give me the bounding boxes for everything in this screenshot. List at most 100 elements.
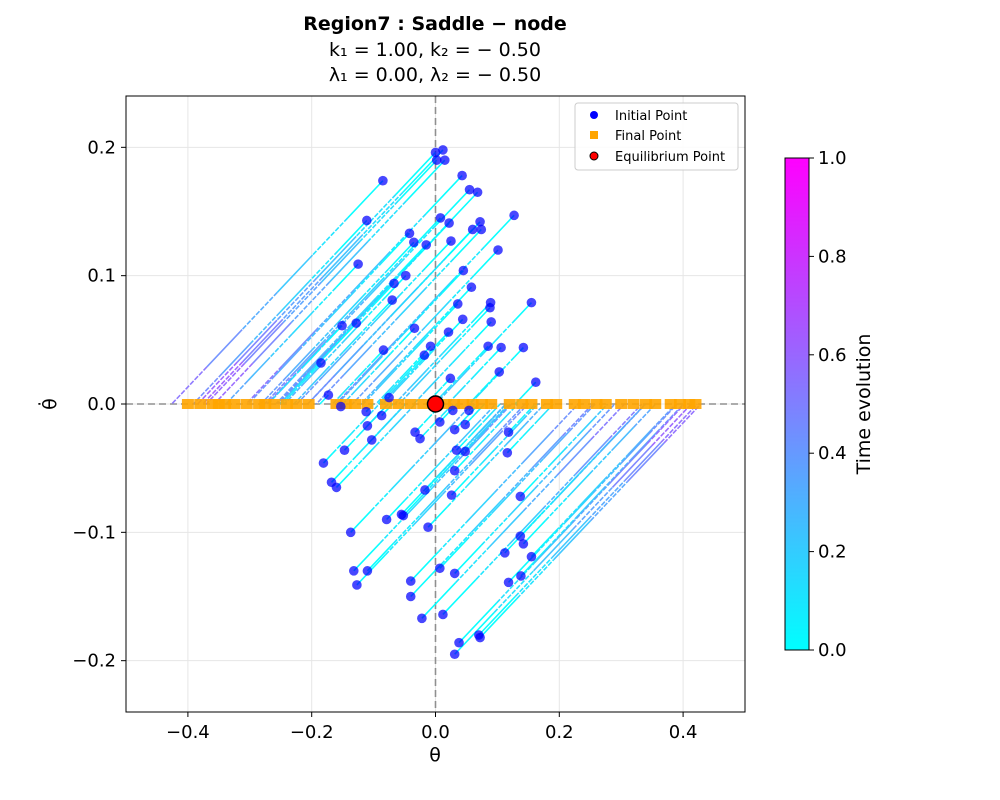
- final-point: [290, 399, 303, 409]
- trajectory-segment: [492, 403, 501, 413]
- trajectory-segment: [430, 424, 453, 448]
- trajectory: [454, 403, 692, 655]
- final-point: [664, 399, 677, 409]
- final-point: [649, 399, 662, 409]
- final-point: [259, 399, 272, 409]
- trajectory-segment: [274, 346, 303, 377]
- initial-point: [384, 392, 394, 403]
- trajectory-segment: [587, 480, 626, 521]
- initial-point: [526, 297, 537, 308]
- trajectory-segment: [384, 384, 395, 395]
- trajectory-segment: [469, 355, 480, 367]
- legend-initial-marker: [590, 111, 598, 119]
- trajectory-segment: [531, 435, 563, 469]
- trajectory-segment: [553, 520, 592, 561]
- trajectory: [478, 403, 698, 636]
- trajectory-segment: [408, 361, 424, 377]
- trajectory-segment: [422, 461, 442, 482]
- initial-point: [361, 406, 371, 417]
- trajectory-segment: [401, 224, 437, 262]
- trajectory-segment: [601, 460, 630, 491]
- trajectory: [336, 269, 464, 405]
- final-point: [627, 399, 640, 409]
- trajectory-segment: [521, 432, 551, 464]
- trajectory-segment: [388, 417, 403, 433]
- trajectory-segment: [566, 473, 591, 498]
- trajectory-segment: [464, 447, 477, 461]
- trajectory-segment: [450, 369, 469, 388]
- trajectory-segment: [424, 426, 432, 434]
- trajectory-segment: [394, 353, 412, 372]
- initial-point: [464, 184, 475, 195]
- initial-point: [446, 490, 457, 500]
- trajectory-segment: [442, 384, 453, 395]
- initial-point: [496, 342, 506, 353]
- trajectory-segment: [479, 598, 518, 639]
- trajectory-segment: [355, 261, 384, 291]
- initial-point: [430, 147, 441, 158]
- trajectory-segment: [376, 352, 402, 379]
- initial-point: [449, 465, 460, 476]
- initial-point: [345, 527, 356, 538]
- trajectory-segment: [474, 410, 479, 415]
- colorbar-tick-label: 0.8: [818, 246, 847, 267]
- final-point: [550, 399, 563, 409]
- trajectory-segment: [389, 287, 419, 318]
- y-tick-label: −0.1: [72, 522, 116, 543]
- trajectory-segment: [277, 373, 308, 405]
- trajectory-segment: [362, 316, 391, 347]
- colorbar-gradient: [784, 157, 810, 651]
- trajectory-segment: [250, 311, 281, 344]
- trajectory-segment: [335, 263, 359, 288]
- initial-point: [404, 228, 415, 239]
- y-tick-label: −0.2: [72, 651, 116, 672]
- trajectory-segment: [362, 386, 380, 405]
- trajectory-segment: [563, 434, 580, 451]
- trajectory-segment: [441, 409, 448, 417]
- trajectory-segment: [516, 559, 555, 600]
- initial-point: [445, 373, 456, 384]
- trajectory-segment: [357, 367, 368, 378]
- trajectory: [315, 228, 482, 405]
- trajectory-segment: [315, 374, 345, 405]
- trajectory-segment: [300, 350, 327, 379]
- trajectory-segment: [337, 219, 368, 252]
- initial-point: [443, 327, 454, 337]
- trajectory-segment: [342, 334, 360, 353]
- trajectory-segment: [592, 462, 622, 494]
- trajectory-segment: [330, 336, 345, 351]
- trajectory-segment: [378, 364, 399, 386]
- trajectory-segment: [378, 352, 392, 367]
- trajectory-segment: [320, 400, 324, 404]
- trajectory-segment: [455, 440, 475, 461]
- trajectory-segment: [444, 228, 474, 260]
- trajectory: [504, 403, 647, 554]
- trajectory: [362, 303, 459, 405]
- trajectory: [479, 403, 702, 639]
- trajectory-segment: [560, 431, 589, 462]
- trajectory-segment: [326, 351, 344, 370]
- trajectory-segment: [263, 372, 295, 405]
- trajectory-segment: [660, 403, 698, 444]
- trajectory-segment: [308, 250, 339, 283]
- equilibrium-point: [426, 395, 445, 413]
- x-tick-label: −0.4: [166, 722, 210, 743]
- initial-point: [415, 433, 425, 444]
- trajectory-segment: [460, 364, 471, 376]
- trajectory-segment: [556, 439, 592, 476]
- final-point: [212, 399, 225, 409]
- initial-point: [389, 278, 399, 289]
- trajectory-segment: [508, 508, 543, 545]
- colorbar-tick-label: 0.2: [818, 542, 847, 563]
- trajectory-segment: [425, 320, 443, 338]
- trajectory-segment: [514, 435, 524, 446]
- trajectory-segment: [317, 289, 355, 329]
- initial-point: [503, 427, 514, 438]
- initial-point: [421, 240, 432, 250]
- final-point: [599, 399, 612, 409]
- trajectory-segment: [241, 291, 278, 331]
- initial-point: [318, 458, 329, 468]
- trajectory-segment: [663, 403, 702, 444]
- trajectory-segment: [488, 376, 495, 384]
- trajectory-segment: [421, 582, 457, 619]
